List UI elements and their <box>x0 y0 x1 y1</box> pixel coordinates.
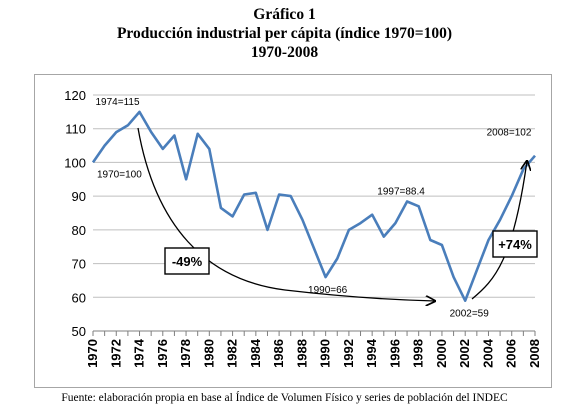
chart-title-line2: Producción industrial per cápita (índice… <box>116 25 453 42</box>
x-tick-label: 2000 <box>434 339 449 368</box>
x-tick-label: 2004 <box>480 338 495 368</box>
decline-callout-label: -49% <box>172 254 203 269</box>
point-annotation: 2002=59 <box>450 309 490 320</box>
x-tick-label: 1994 <box>364 338 379 368</box>
decline-arrow <box>137 127 435 301</box>
chart-title-line3: 1970-2008 <box>250 44 319 61</box>
point-annotation: 1990=66 <box>308 285 348 296</box>
x-tick-label: 1974 <box>132 338 147 368</box>
chart-source-note: Fuente: elaboración propia en base al Ín… <box>61 392 508 404</box>
chart-titles: Gráfico 1 Producción industrial per cápi… <box>0 5 569 62</box>
y-tick-label: 60 <box>72 290 86 305</box>
x-tick-label: 1976 <box>155 339 170 368</box>
x-tick-label: 2008 <box>527 339 542 368</box>
x-tick-label: 2006 <box>504 339 519 368</box>
recovery-arrow <box>471 161 527 300</box>
x-tick-label: 1990 <box>318 339 333 368</box>
point-annotation: 1970=100 <box>97 169 142 180</box>
x-tick-label: 2002 <box>457 339 472 368</box>
x-tick-label: 1992 <box>341 339 356 368</box>
point-annotation: 1997=88.4 <box>377 187 425 198</box>
x-tick-label: 1982 <box>225 339 240 368</box>
point-annotation: 1974=115 <box>96 97 140 108</box>
x-tick-label: 1986 <box>271 339 286 368</box>
y-tick-label: 80 <box>72 223 86 238</box>
recovery-callout-label: +74% <box>498 237 532 252</box>
y-tick-label: 70 <box>72 257 86 272</box>
x-tick-label: 1996 <box>387 339 402 368</box>
x-tick-label: 1970 <box>85 339 100 368</box>
series-line <box>91 110 536 302</box>
chart-title-line1: Gráfico 1 <box>253 6 316 23</box>
recovery-callout-box <box>492 230 538 258</box>
line-chart: 50 60 70 80 90 100 110 120 1970 1972 1974 1976 1978 1… <box>64 88 542 368</box>
y-tick-label: 120 <box>64 88 86 103</box>
chart-frame: 50 60 70 80 90 100 110 120 1970 1972 1974 1976 1978 1… <box>34 74 552 388</box>
point-annotation: 2008=102 <box>487 128 532 139</box>
y-tick-label: 90 <box>72 189 86 204</box>
y-tick-label: 100 <box>64 155 86 170</box>
x-tick-label: 1984 <box>248 338 263 368</box>
x-tick-label: 1988 <box>294 339 309 368</box>
x-tick-label: 1998 <box>411 339 426 368</box>
x-tick-label: 1980 <box>201 339 216 368</box>
y-tick-label: 50 <box>72 324 86 339</box>
y-tick-label: 110 <box>65 122 86 137</box>
x-tick-label: 1978 <box>178 339 193 368</box>
x-tick-label: 1972 <box>108 339 123 368</box>
decline-callout-box <box>164 247 210 275</box>
